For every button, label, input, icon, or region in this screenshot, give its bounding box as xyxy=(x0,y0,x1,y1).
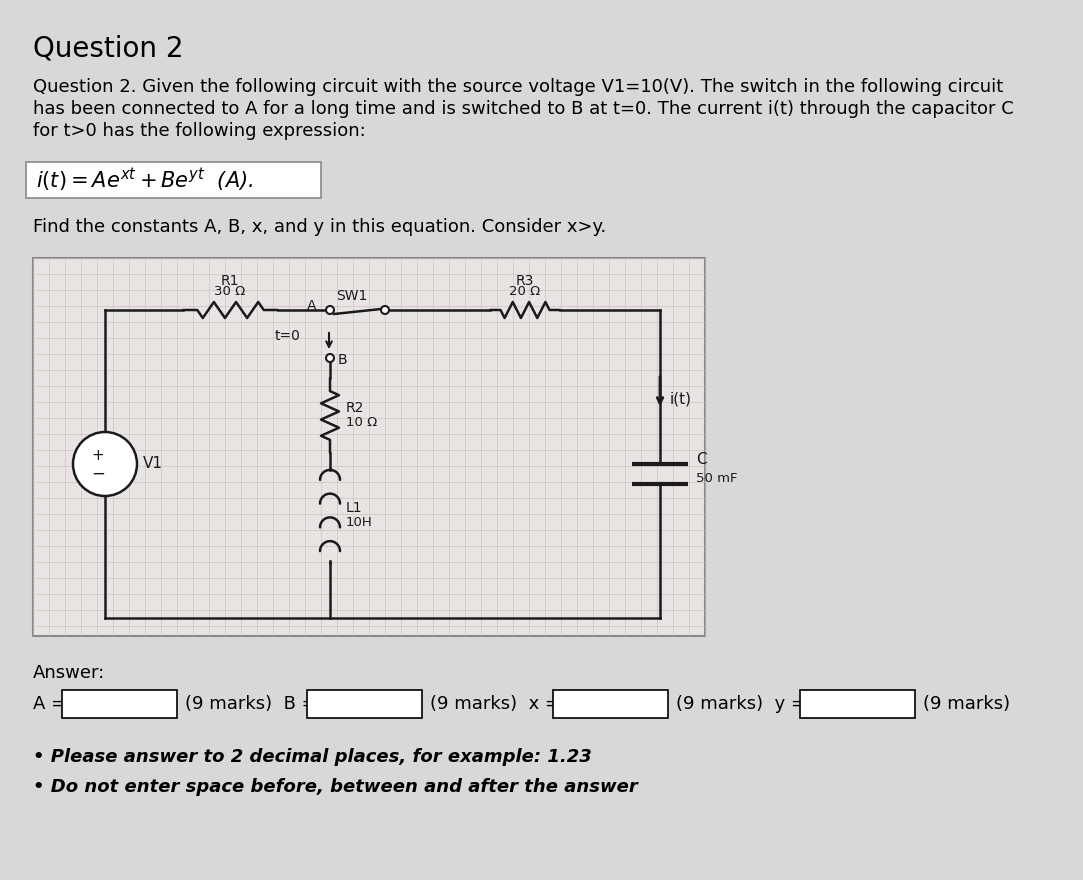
Bar xyxy=(32,258,705,636)
Text: $i(t) = Ae^{xt} + Be^{yt}$  (A).: $i(t) = Ae^{xt} + Be^{yt}$ (A). xyxy=(36,166,253,194)
Circle shape xyxy=(326,306,334,314)
Text: for t>0 has the following expression:: for t>0 has the following expression: xyxy=(32,122,366,140)
Text: R1: R1 xyxy=(221,274,239,288)
Text: 10 Ω: 10 Ω xyxy=(345,416,377,429)
Text: B: B xyxy=(338,353,348,367)
Text: Answer:: Answer: xyxy=(32,664,105,682)
Text: i(t): i(t) xyxy=(670,392,692,407)
Text: Find the constants A, B, x, and y in this equation. Consider x>y.: Find the constants A, B, x, and y in thi… xyxy=(32,218,606,236)
Circle shape xyxy=(326,354,334,362)
Text: has been connected to A for a long time and is switched to B at t=0. The current: has been connected to A for a long time … xyxy=(32,100,1014,118)
Text: A =: A = xyxy=(32,695,66,713)
Text: R2: R2 xyxy=(345,400,364,414)
Text: L1: L1 xyxy=(345,501,363,515)
Text: A: A xyxy=(306,299,316,313)
Text: t=0: t=0 xyxy=(275,329,301,343)
Text: V1: V1 xyxy=(143,457,164,472)
Circle shape xyxy=(381,306,389,314)
Text: 10H: 10H xyxy=(345,516,373,529)
Text: R3: R3 xyxy=(516,274,534,288)
Bar xyxy=(62,690,177,718)
FancyBboxPatch shape xyxy=(26,162,321,198)
Text: Question 2: Question 2 xyxy=(32,35,183,63)
Bar xyxy=(800,690,915,718)
Text: • Do not enter space before, between and after the answer: • Do not enter space before, between and… xyxy=(32,778,638,796)
Circle shape xyxy=(73,432,138,496)
Text: 20 Ω: 20 Ω xyxy=(509,285,540,298)
Text: 30 Ω: 30 Ω xyxy=(214,285,246,298)
Text: (9 marks)  x =: (9 marks) x = xyxy=(430,695,560,713)
Text: +: + xyxy=(92,448,104,463)
Bar xyxy=(553,690,668,718)
Bar xyxy=(306,690,422,718)
Text: 50 mF: 50 mF xyxy=(696,472,738,485)
Text: (9 marks)  B =: (9 marks) B = xyxy=(185,695,316,713)
Text: (9 marks): (9 marks) xyxy=(923,695,1010,713)
Text: C: C xyxy=(696,452,706,467)
Text: (9 marks)  y =: (9 marks) y = xyxy=(676,695,806,713)
Text: −: − xyxy=(91,465,105,483)
Text: SW1: SW1 xyxy=(336,289,367,303)
Text: • Please answer to 2 decimal places, for example: 1.23: • Please answer to 2 decimal places, for… xyxy=(32,748,591,766)
Text: Question 2. Given the following circuit with the source voltage V1=10(V). The sw: Question 2. Given the following circuit … xyxy=(32,78,1003,96)
